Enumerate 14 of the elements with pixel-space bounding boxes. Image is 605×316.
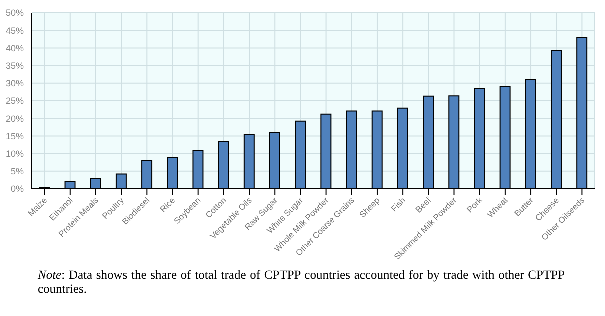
y-tick-label: 20% xyxy=(6,114,24,124)
x-tick-label: Fish xyxy=(389,195,408,214)
y-tick-label: 10% xyxy=(6,148,24,159)
y-tick-label: 0% xyxy=(10,184,24,194)
y-tick-label: 25% xyxy=(6,96,24,106)
y-tick-label: 35% xyxy=(6,60,24,71)
y-tick-label: 45% xyxy=(6,26,24,36)
y-tick-label: 5% xyxy=(10,166,24,177)
y-tick-label: 15% xyxy=(6,131,24,142)
x-tick-label: Rice xyxy=(158,195,178,214)
y-tick-label: 50% xyxy=(6,8,24,18)
y-tick-label: 30% xyxy=(6,78,24,89)
y-tick-label: 40% xyxy=(6,43,24,54)
text: Note: Data shows the share of total trade of CPTPP countries accounted for by trade with other CPTPP countries. xyxy=(38,268,565,296)
